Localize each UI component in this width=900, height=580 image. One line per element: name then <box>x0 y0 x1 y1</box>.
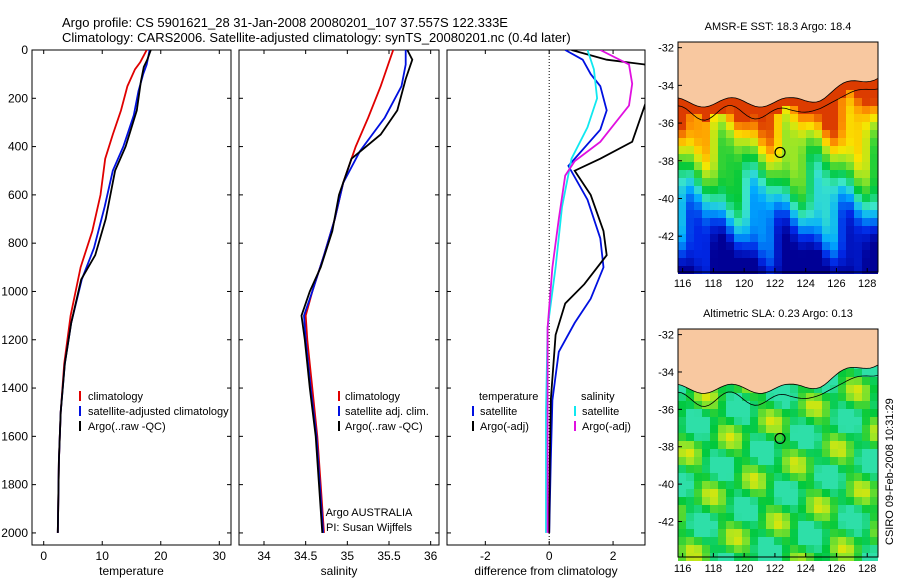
series-line-difference-2 <box>545 50 599 533</box>
depth-contour <box>677 375 879 407</box>
legend-label: satellite <box>480 406 517 418</box>
legend-label: satellite adj. clim. <box>345 406 429 418</box>
annotation-line: PI: Susan Wijffels <box>326 522 412 534</box>
x-tick-label: 35.5 <box>377 549 401 563</box>
map-title: AMSR-E SST: 18.3 Argo: 18.4 <box>705 21 852 33</box>
argo-location-marker <box>774 146 786 159</box>
map-x-tick-label: 122 <box>766 563 784 575</box>
legend-header: temperature <box>479 391 538 403</box>
y-tick-label: 2000 <box>1 526 28 540</box>
x-axis-label: temperature <box>99 564 164 578</box>
y-tick-label: 600 <box>8 188 28 202</box>
x-tick-label: 34.5 <box>294 549 318 563</box>
map-x-tick-label: 128 <box>858 563 876 575</box>
map-panel-0: AMSR-E SST: 18.3 Argo: 18.4 116 118 120 122 1… <box>658 21 879 290</box>
x-tick-label: 2 <box>610 549 617 563</box>
y-tick-label: 400 <box>8 140 28 154</box>
y-tick-label: 1000 <box>1 284 28 298</box>
map-title: Altimetric SLA: 0.23 Argo: 0.13 <box>703 308 853 320</box>
x-tick-label: 30 <box>213 549 227 563</box>
y-tick-label: 800 <box>8 236 28 250</box>
legend-label: Argo(..raw -QC) <box>345 421 423 433</box>
map-y-tick-label: -38 <box>658 156 674 168</box>
map-y-tick-label: -32 <box>658 330 674 342</box>
map-y-tick-label: -40 <box>658 479 674 491</box>
legend-label: climatology <box>345 391 401 403</box>
map-y-tick-label: -34 <box>658 80 674 92</box>
series-line-difference-3 <box>546 50 634 533</box>
map-x-tick-label: 122 <box>766 278 784 290</box>
map-x-tick-label: 126 <box>827 278 845 290</box>
map-y-tick-label: -40 <box>658 193 674 205</box>
figure-title-line2: Climatology: CARS2006. Satellite-adjuste… <box>62 30 571 45</box>
x-tick-label: 0 <box>40 549 47 563</box>
annotation-line: Argo AUSTRALIA <box>326 507 413 519</box>
map-y-tick-label: -36 <box>658 404 674 416</box>
y-tick-label: 0 <box>21 43 28 57</box>
land-mass <box>677 41 879 108</box>
x-tick-label: 35 <box>341 549 355 563</box>
figure-title-line1: Argo profile: CS 5901621_28 31-Jan-2008 … <box>62 15 508 30</box>
x-tick-label: 10 <box>96 549 110 563</box>
x-tick-label: 20 <box>154 549 168 563</box>
map-x-tick-label: 116 <box>674 278 692 290</box>
map-x-tick-label: 128 <box>858 278 876 290</box>
x-tick-label: 36 <box>424 549 438 563</box>
x-axis-label: salinity <box>321 564 358 578</box>
map-y-tick-label: -42 <box>658 231 674 243</box>
legend-label: Argo(-adj) <box>582 421 631 433</box>
x-tick-label: 0 <box>546 549 553 563</box>
map-x-tick-label: 124 <box>797 563 815 575</box>
y-tick-label: 1600 <box>1 429 28 443</box>
y-tick-label: 1400 <box>1 381 28 395</box>
map-y-tick-label: -42 <box>658 516 674 528</box>
land-mass <box>677 328 879 394</box>
series-line-temperature-2 <box>56 50 152 533</box>
map-y-tick-label: -38 <box>658 442 674 454</box>
series-line-salinity-2 <box>300 50 414 533</box>
x-tick-label: 34 <box>257 549 271 563</box>
y-tick-label: 1200 <box>1 333 28 347</box>
map-panel-1: Altimetric SLA: 0.23 Argo: 0.13 116 118 120… <box>658 308 879 575</box>
series-line-difference-1 <box>548 50 645 533</box>
map-x-tick-label: 126 <box>827 563 845 575</box>
plot-frame <box>31 49 232 546</box>
map-y-tick-label: -32 <box>658 43 674 55</box>
map-y-tick-label: -34 <box>658 367 674 379</box>
x-tick-label: -2 <box>480 549 491 563</box>
map-x-tick-label: 118 <box>705 563 723 575</box>
y-tick-label: 200 <box>8 91 28 105</box>
map-y-tick-label: -36 <box>658 118 674 130</box>
legend-header: salinity <box>581 391 615 403</box>
map-x-tick-label: 120 <box>735 563 753 575</box>
legend-label: satellite <box>582 406 619 418</box>
map-x-tick-label: 116 <box>674 563 692 575</box>
map-x-tick-label: 124 <box>797 278 815 290</box>
profile-panel-temperature: 0 10 20 30 0 200 400 600 800 1000 1200 1400 1600 1800… <box>1 43 232 578</box>
legend-label: satellite-adjusted climatology <box>88 406 229 418</box>
map-frame <box>677 41 879 273</box>
profile-panel-salinity: 34 34.5 35 35.5 36 salinity <box>238 49 440 578</box>
depth-contour <box>677 88 879 121</box>
legend-label: climatology <box>88 391 144 403</box>
legend-label: Argo(-adj) <box>480 421 529 433</box>
legend-label: Argo(..raw -QC) <box>88 421 166 433</box>
plot-frame <box>238 49 440 546</box>
map-x-tick-label: 120 <box>735 278 753 290</box>
y-tick-label: 1800 <box>1 478 28 492</box>
x-axis-label: difference from climatology <box>474 564 617 578</box>
argo-location-marker <box>774 432 786 445</box>
map-x-tick-label: 118 <box>705 278 723 290</box>
map-frame <box>677 328 879 558</box>
